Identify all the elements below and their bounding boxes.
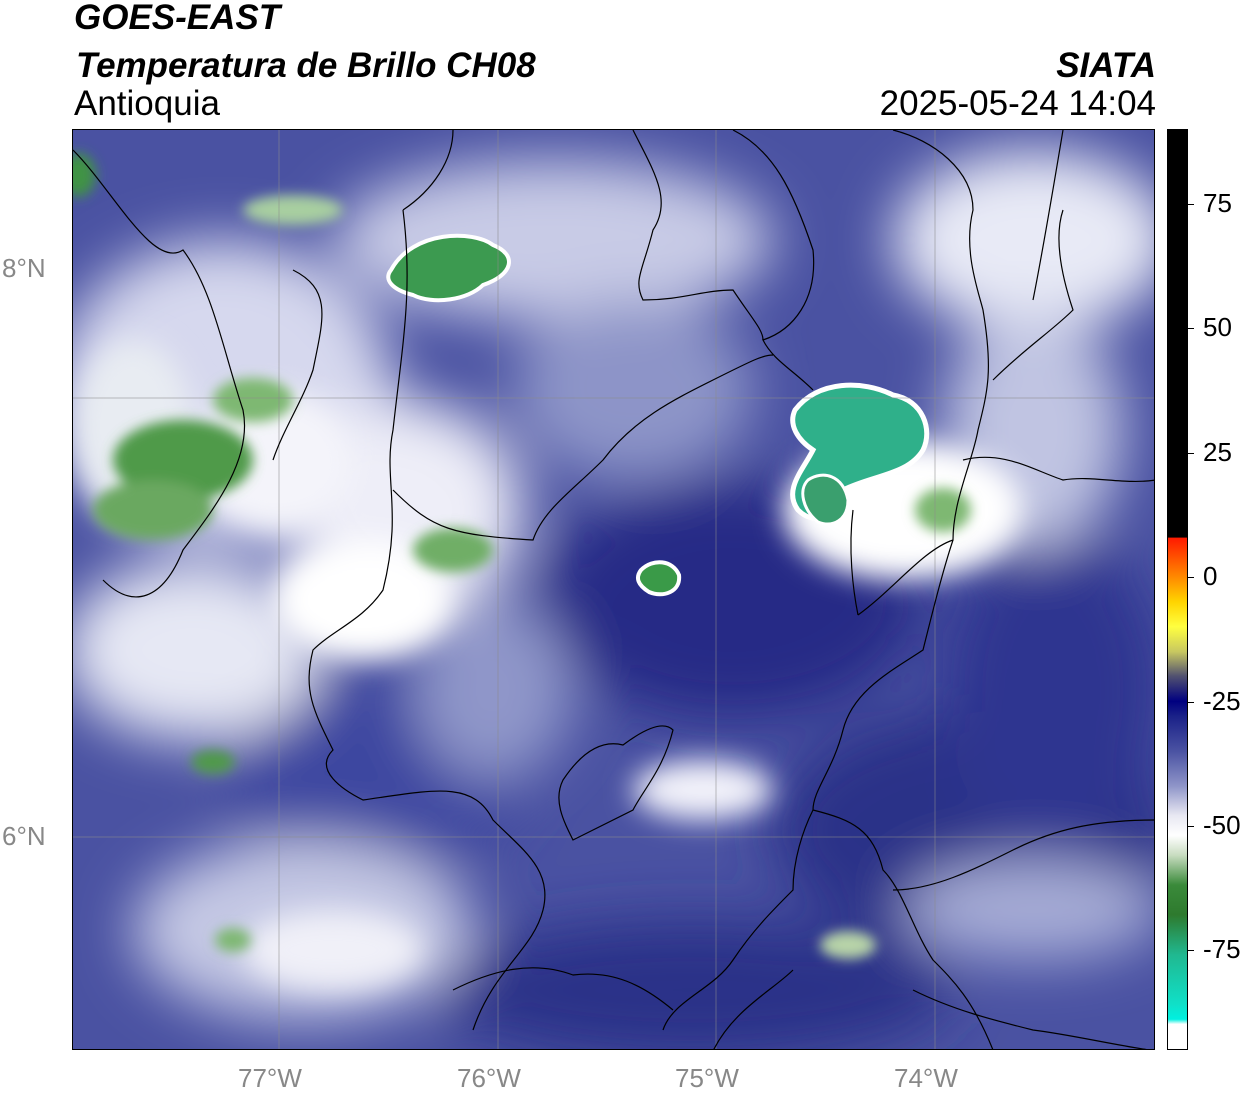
colorbar-tick-mark [1188, 203, 1194, 205]
colorbar-tick-mark [1188, 577, 1194, 579]
lat-tick-label: 8°N [2, 253, 46, 283]
lon-tick-label: 77°W [238, 1063, 302, 1093]
colorbar-tick-mark [1188, 328, 1194, 330]
colorbar-tick-label: -75 [1203, 934, 1241, 965]
colorbar-tick-mark [1188, 950, 1194, 952]
colorbar-tick-label: 25 [1203, 436, 1232, 467]
gridlines [73, 130, 1154, 1049]
cold-cloud-tops [73, 153, 971, 959]
colorbar-tick-label: 0 [1203, 561, 1218, 592]
colorbar-tick-mark [1188, 452, 1194, 454]
colorbar-tick-mark [1188, 701, 1194, 703]
administrative-boundaries [73, 130, 1154, 1049]
colorbar-tick-label: 75 [1203, 187, 1232, 218]
colorbar-tick-mark [1188, 825, 1194, 827]
lon-tick-label: 74°W [894, 1063, 958, 1093]
region-title: Antioquia [74, 84, 220, 123]
lon-tick-label: 76°W [457, 1063, 521, 1093]
coastline-uraba [73, 149, 246, 598]
lon-tick-label: 75°W [675, 1063, 739, 1093]
temperature-colorbar [1167, 129, 1188, 1050]
product-title: Temperatura de Brillo CH08 [76, 46, 536, 85]
agency-title: SIATA [1056, 46, 1156, 85]
convective-cores [386, 233, 930, 597]
brightness-temperature-map [72, 129, 1155, 1050]
lat-tick-label: 6°N [2, 821, 46, 851]
colorbar-tick-label: -50 [1203, 809, 1241, 840]
colorbar-tick-label: -25 [1203, 685, 1241, 716]
satellite-title: GOES-EAST [74, 0, 281, 37]
colorbar-tick-label: 50 [1203, 312, 1232, 343]
timestamp-title: 2025-05-24 14:04 [879, 84, 1156, 123]
